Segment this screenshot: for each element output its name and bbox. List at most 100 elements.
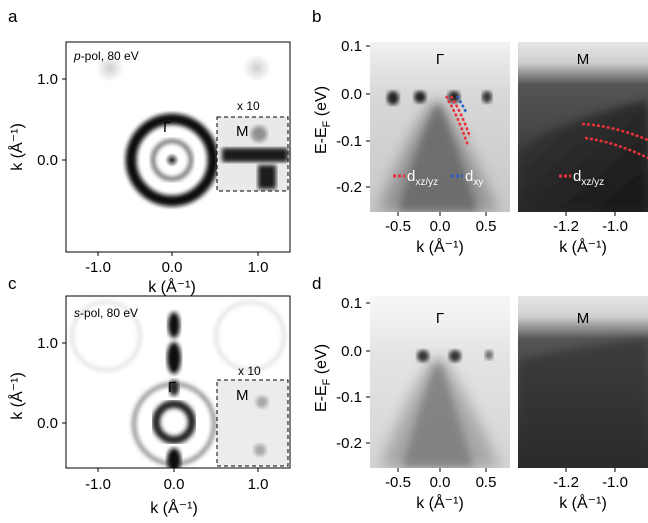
hole-band <box>402 363 474 468</box>
panel-d-m-bands <box>518 338 648 468</box>
dxy-band-trace <box>455 95 468 113</box>
panel-a-ticks <box>62 78 259 256</box>
panel-c-ytick: 0.0 <box>37 415 58 432</box>
panel-c-inset: M <box>216 379 289 467</box>
panel-b-letter: b <box>312 7 321 26</box>
panel-d-m-title: M <box>577 310 590 327</box>
panel-d-gamma-title: Γ <box>436 310 444 327</box>
panel-b-ytick: -0.2 <box>336 179 362 196</box>
panel-d-xtick-left: -0.5 <box>385 474 411 491</box>
panel-d-gamma-bands <box>380 350 500 468</box>
panel-a-xtick: 1.0 <box>248 259 269 276</box>
panel-d: d Γ M 0.1 0.0 -0.1 -0.2 -0.5 0.0 0.5 -1.… <box>312 274 648 512</box>
panel-c-xtick: -1.0 <box>85 476 111 493</box>
legend2-sub: xz/yz <box>581 177 604 188</box>
panel-b-m-title: M <box>577 51 590 68</box>
gamma-inner-ring <box>152 400 196 444</box>
band-spot <box>448 91 460 103</box>
legend-dxz-main: d <box>407 168 415 185</box>
panel-d-xtick-right: -1.2 <box>553 474 579 491</box>
panel-c-inset-scale: x 10 <box>238 364 261 378</box>
panel-d-ytick: -0.2 <box>336 435 362 452</box>
band-spot <box>414 91 426 103</box>
panel-c-fermi-map <box>71 301 285 468</box>
panel-a-fermi-map <box>96 54 271 207</box>
panel-a: a M x 10 Γ p-pol, 80 eV -1.0 0.0 1.0 1.0… <box>7 7 291 296</box>
panel-b-xtick-right: -1.2 <box>553 218 579 235</box>
panel-c: c M x 10 Γ s-pol, 80 eV -1.0 0.0 1.0 1.0 <box>7 274 291 517</box>
inset-spot <box>254 444 266 456</box>
ylabel-main: E-E <box>313 127 330 154</box>
ylabel-sub: F <box>321 120 333 127</box>
panel-a-ylabel: k (Å⁻¹) <box>7 123 26 171</box>
legend-dxy: dxy <box>465 168 483 188</box>
panel-b-ticks <box>366 45 616 216</box>
panel-a-pol-label: p-pol, 80 eV <box>73 49 139 63</box>
panel-b-ylabel: E-EF (eV) <box>313 86 333 154</box>
ylabel-sub: F <box>321 378 333 385</box>
gamma-outer-ring <box>125 113 219 207</box>
panel-a-ytick: 0.0 <box>37 152 58 169</box>
pol-rest: -pol, 80 eV <box>81 49 139 63</box>
panel-b-ytick: 0.0 <box>341 86 362 103</box>
m-dxz-trace <box>581 122 648 142</box>
ylabel-main: E-E <box>313 385 330 412</box>
panel-c-ytick: 1.0 <box>37 335 58 352</box>
ylabel-unit: (eV) <box>313 344 330 379</box>
panel-a-gamma-label: Γ <box>163 119 171 136</box>
pol-rest: -pol, 80 eV <box>80 306 138 320</box>
pol-letter: p <box>73 49 81 63</box>
panel-c-xlabel: k (Å⁻¹) <box>150 498 198 517</box>
inset-band <box>258 165 276 189</box>
panel-a-xlabel: k (Å⁻¹) <box>148 277 196 296</box>
panel-c-xtick: 1.0 <box>248 476 269 493</box>
pol-letter: s <box>74 306 80 320</box>
panel-b-xlabel-left: k (Å⁻¹) <box>416 237 464 256</box>
panel-d-ytick: 0.1 <box>341 295 362 312</box>
legend-dxz: dxz/yz <box>407 168 438 188</box>
faint-spot <box>96 54 124 82</box>
gamma-inner-ring <box>151 139 193 181</box>
dxz-band-trace <box>444 95 470 147</box>
m-band <box>518 100 648 212</box>
panel-d-letter: d <box>312 274 321 293</box>
gamma-center-dot <box>165 153 179 167</box>
panel-d-xlabel-left: k (Å⁻¹) <box>416 493 464 512</box>
panel-d-xtick-left: 0.5 <box>476 474 497 491</box>
panel-c-letter: c <box>8 274 17 293</box>
panel-b-xtick-left: -0.5 <box>385 218 411 235</box>
panel-c-ylabel: k (Å⁻¹) <box>7 372 26 420</box>
panel-b-gamma-title: Γ <box>436 51 444 68</box>
panel-b-xtick-left: 0.5 <box>476 218 497 235</box>
panel-c-gamma-label: Γ <box>168 379 176 396</box>
legend2-main: d <box>573 168 581 185</box>
panel-c-pol-label: s-pol, 80 eV <box>74 306 138 320</box>
faint-ring <box>71 301 141 371</box>
panel-a-inset-scale: x 10 <box>237 99 260 113</box>
panel-a-letter: a <box>8 7 18 26</box>
inset-spot <box>251 126 267 142</box>
faint-ring <box>215 301 285 371</box>
faint-spot <box>243 54 271 82</box>
legend-dxy-main: d <box>465 168 473 185</box>
band-spot <box>449 350 461 362</box>
band-spot <box>482 91 492 103</box>
panel-d-xlabel-right: k (Å⁻¹) <box>559 493 607 512</box>
vertical-spot <box>169 380 179 396</box>
legend-dxy-sub: xy <box>473 177 483 188</box>
inset-band <box>222 148 288 162</box>
vertical-spot <box>167 448 181 468</box>
inset-spot <box>256 396 268 408</box>
panel-d-ylabel: E-EF (eV) <box>313 344 333 412</box>
panel-c-ticks <box>62 342 259 472</box>
panel-b-m-bands <box>518 100 648 212</box>
panel-d-xtick-right: -1.0 <box>602 474 628 491</box>
m-dxz-trace <box>584 136 648 160</box>
dxz-band-trace <box>449 95 472 138</box>
band-spot <box>485 350 493 360</box>
panel-c-xtick: 0.0 <box>164 476 185 493</box>
panel-d-xtick-left: 0.0 <box>430 474 451 491</box>
panel-b: b Γ dxz/yz dxy M dxz/yz <box>312 7 648 256</box>
panel-d-ticks <box>366 302 616 472</box>
